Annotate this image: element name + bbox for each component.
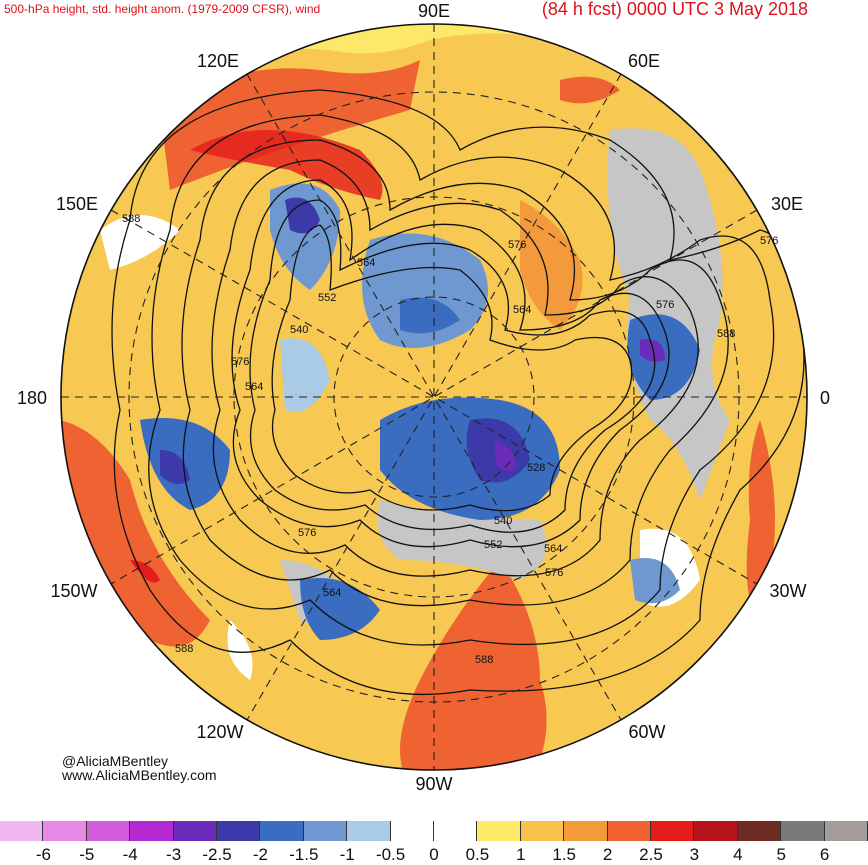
colorbar-tick-label: 1.5 [552, 845, 577, 864]
colorbar-tick-label: 5 [776, 845, 786, 864]
colorbar-swatch [694, 821, 738, 841]
contour-label: 576 [231, 356, 249, 368]
lon-label-30e: 30E [771, 194, 803, 214]
contour-label: 540 [290, 324, 308, 336]
colorbar-tick-label: 0 [429, 845, 439, 864]
contour-label: 552 [484, 539, 502, 551]
lon-label-60e: 60E [628, 51, 660, 71]
colorbar-tick-label: -6 [35, 845, 51, 864]
contour-label: 564 [357, 257, 375, 269]
colorbar-swatch [564, 821, 608, 841]
colorbar-tick-label: -1.5 [289, 845, 319, 864]
anomaly-shading [61, 24, 807, 770]
height-contours [111, 89, 805, 696]
colorbar-tick-label: -2.5 [202, 845, 232, 864]
contour-label: 576 [298, 527, 316, 539]
colorbar-swatch [0, 821, 44, 841]
colorbar-swatch [781, 821, 825, 841]
contour-label: 540 [494, 515, 512, 527]
credit-handle: @AliciaMBentley [62, 753, 169, 769]
map-border [60, 23, 808, 771]
colorbar-swatch [824, 821, 868, 841]
colorbar-tick-label: -5 [79, 845, 95, 864]
colorbar-swatch [390, 821, 434, 841]
lat-lon-grid [61, 24, 807, 770]
contour-label: 588 [122, 213, 140, 225]
colorbar-tick-label: 2 [602, 845, 613, 864]
colorbar-swatch [260, 821, 304, 841]
colorbar-swatch [477, 821, 521, 841]
colorbar-tick-label: -3 [166, 845, 182, 864]
colorbar-swatch [434, 821, 478, 841]
lon-label-120w: 120W [196, 722, 243, 742]
colorbar-tick-label: 2.5 [639, 845, 663, 864]
contour-label: 588 [717, 328, 735, 340]
colorbar-tick-label: 3 [689, 845, 700, 864]
contour-label: 564 [323, 587, 341, 599]
contour-label: 564 [513, 304, 531, 316]
colorbar-tick-label: -1 [339, 845, 355, 864]
colorbar-swatch [86, 821, 131, 841]
colorbar-tick-label: -4 [122, 845, 138, 864]
lon-label-180: 180 [17, 388, 47, 408]
contour-label: 564 [245, 381, 263, 393]
contour-label-group: 588 564 552 540 576 564 576 564 576 588 … [122, 213, 778, 666]
contour-label: 528 [527, 462, 545, 474]
colorbar-swatch [347, 821, 391, 841]
colorbar-tick-label: 0.5 [465, 845, 490, 864]
colorbar-swatch [303, 821, 348, 841]
colorbar-swatch [520, 821, 565, 841]
colorbar-tick-label: -2 [252, 845, 268, 864]
credit-website: www.AliciaMBentley.com [62, 767, 217, 783]
contour-label: 576 [760, 235, 778, 247]
colorbar-swatch [43, 821, 87, 841]
colorbar-tick-label: 1 [516, 845, 526, 864]
colorbar: -6 -5 -4 -3 -2.5 -2 -1.5 -1 -0.5 0 0.5 1 1.5 2 2.5 3 4 5 6 [0, 821, 868, 865]
colorbar-swatch [737, 821, 782, 841]
contour-label: 576 [545, 567, 563, 579]
contour-label: 564 [544, 543, 562, 555]
colorbar-swatch [217, 821, 261, 841]
lon-label-30w: 30W [769, 581, 806, 601]
colorbar-tick-label: -0.5 [375, 845, 406, 864]
contour-label: 588 [175, 643, 193, 655]
contour-label: 576 [656, 299, 674, 311]
lon-label-90e: 90E [418, 1, 450, 21]
contour-label: 552 [318, 292, 336, 304]
lon-label-120e: 120E [197, 51, 239, 71]
colorbar-swatch [651, 821, 695, 841]
lon-label-90w: 90W [415, 774, 452, 794]
lon-label-0: 0 [820, 388, 830, 408]
colorbar-swatch [130, 821, 174, 841]
map-title: 500-hPa height, std. height anom. (1979-… [4, 2, 321, 16]
forecast-valid-time: (84 h fcst) 0000 UTC 3 May 2018 [541, 0, 808, 19]
lon-label-60w: 60W [628, 722, 665, 742]
colorbar-swatch [607, 821, 651, 841]
colorbar-swatch [173, 821, 217, 841]
polar-map: 588 564 552 540 576 564 576 564 576 588 … [17, 1, 830, 794]
contour-label: 588 [475, 654, 493, 666]
colorbar-tick-label: 4 [733, 845, 743, 864]
colorbar-tick-label: 6 [819, 845, 830, 864]
lon-label-150w: 150W [50, 581, 97, 601]
contour-label: 576 [508, 239, 526, 251]
lon-label-150e: 150E [56, 194, 98, 214]
